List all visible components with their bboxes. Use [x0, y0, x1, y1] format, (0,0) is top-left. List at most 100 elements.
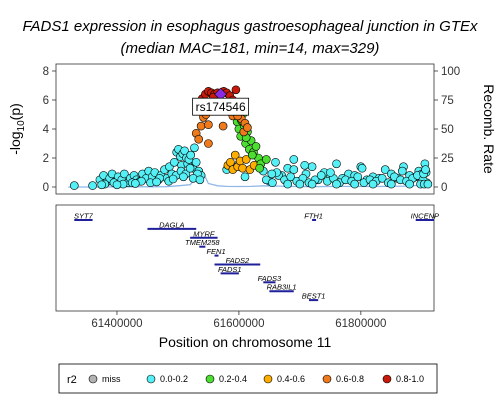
data-point-r2-0.0-0.2: [97, 180, 106, 190]
data-point-r2-0.0-0.2: [332, 159, 341, 169]
data-point-r2-0.0-0.2: [423, 179, 433, 189]
data-point-r2-0.2-0.4: [248, 150, 257, 160]
data-point-r2-0.0-0.2: [240, 172, 250, 182]
data-point-r2-0.6-0.8: [218, 121, 228, 131]
data-point-r2-0.0-0.2: [267, 169, 277, 179]
data-point-r2-0.0-0.2: [397, 166, 407, 176]
data-point-r2-0.0-0.2: [168, 174, 178, 184]
x-axis-label: Position on chromosome 11: [159, 334, 332, 350]
gene-label: FADS3: [258, 274, 282, 283]
data-point-r2-0.0-0.2: [289, 165, 299, 174]
data-point-r2-0.0-0.2: [300, 161, 310, 170]
data-point-r2-0.0-0.2: [332, 179, 341, 189]
data-point-r2-0.0-0.2: [357, 163, 367, 173]
left-y-tick-label: 4: [43, 124, 50, 136]
data-point-r2-0.0-0.2: [88, 181, 97, 190]
data-point-r2-0.0-0.2: [185, 163, 195, 173]
legend-swatch: [322, 374, 332, 384]
data-point-r2-0.6-0.8: [204, 139, 213, 148]
x-tick-label: 61400000: [91, 318, 142, 330]
gene-label: BEST1: [302, 292, 326, 301]
data-point-r2-0.4-0.6: [238, 163, 247, 173]
left-y-label-tail: (p): [7, 103, 23, 120]
gene-label: FTH1: [304, 212, 323, 221]
left-y-tick-label: 6: [43, 95, 49, 107]
right-y-tick-label: 50: [441, 124, 454, 136]
data-point-r2-0.0-0.2: [286, 172, 296, 182]
legend-title: r2: [67, 374, 77, 386]
data-point-r2-0.0-0.2: [368, 179, 378, 189]
gene-label: FADS1: [218, 265, 242, 274]
left-y-ticks: 0 2 4 6 8: [43, 66, 56, 194]
data-point-r2-0.0-0.2: [186, 150, 195, 160]
data-point-r2-0.6-0.8: [194, 134, 203, 144]
data-point-r2-0.0-0.2: [405, 179, 414, 189]
data-point-r2-0.8-1.0: [231, 85, 241, 95]
legend-label: 0.6-0.8: [336, 374, 364, 384]
data-point-r2-0.4-0.6: [241, 155, 251, 164]
lead-snp-label: rs174546: [196, 100, 246, 114]
data-point-r2-0.0-0.2: [131, 179, 140, 188]
data-point-r2-0.0-0.2: [316, 171, 326, 180]
gene-label: SYT7: [74, 212, 94, 221]
data-point-r2-0.6-0.8: [243, 123, 252, 132]
data-point-r2-0.2-0.4: [261, 155, 271, 164]
data-point-r2-0.0-0.2: [112, 180, 122, 190]
data-point-r2-0.0-0.2: [295, 179, 305, 189]
left-y-tick-label: 8: [43, 66, 49, 78]
data-point-r2-0.0-0.2: [191, 158, 201, 167]
data-point-r2-0.0-0.2: [195, 175, 205, 185]
right-y-tick-label: 0: [441, 182, 447, 194]
data-point-r2-0.0-0.2: [179, 172, 188, 182]
data-point-r2-0.6-0.8: [196, 121, 206, 131]
x-tick-label: 61600000: [213, 318, 264, 330]
data-point-r2-0.0-0.2: [380, 165, 390, 174]
x-tick-label: 61800000: [335, 318, 386, 330]
gene-label: INCENP: [411, 212, 439, 221]
data-point-r2-0.0-0.2: [421, 165, 430, 174]
data-point-r2-0.0-0.2: [307, 162, 317, 171]
data-point-r2-0.2-0.4: [255, 163, 264, 173]
legend-label: 0.4-0.6: [277, 374, 305, 384]
gene-label: DAGLA: [159, 220, 184, 229]
legend-swatch: [205, 374, 215, 384]
data-point-r2-0.0-0.2: [271, 158, 280, 167]
gene-label: TMEM258: [185, 238, 220, 247]
left-y-label-main: -log: [7, 131, 23, 154]
data-point-r2-0.0-0.2: [353, 172, 363, 182]
gene-label: FEN1: [206, 247, 225, 256]
data-point-r2-0.2-0.4: [251, 142, 261, 151]
left-y-axis-label: -log10(p): [7, 103, 27, 155]
legend-label: 0.8-1.0: [396, 374, 424, 384]
legend-swatch: [88, 374, 98, 384]
data-point-r2-0.0-0.2: [307, 179, 317, 189]
data-point-r2-0.0-0.2: [70, 181, 79, 190]
left-y-tick-label: 0: [43, 182, 49, 194]
data-point-r2-0.6-0.8: [204, 120, 213, 129]
legend-label: 0.2-0.4: [219, 374, 247, 384]
gene-label: RAB3IL1: [267, 283, 297, 292]
gene-panel-frame: [55, 204, 435, 312]
data-point-r2-0.4-0.6: [226, 158, 235, 167]
right-y-axis-label: Recomb. Rate: [481, 84, 497, 174]
right-y-ticks: 0 25 50 75 100: [434, 66, 460, 194]
data-point-r2-0.0-0.2: [170, 158, 179, 167]
lead-snp-label-box: [192, 97, 250, 116]
data-point-r2-0.0-0.2: [283, 179, 293, 189]
lead-snp-marker: rs174546: [192, 87, 250, 116]
data-point-r2-0.0-0.2: [152, 177, 161, 187]
left-y-label-sub: 10: [16, 120, 27, 132]
legend-entries: miss 0.0-0.2 0.2-0.4 0.4-0.6 0.6-0.8 0.8-1.0: [88, 374, 424, 384]
legend-label: 0.0-0.2: [160, 374, 188, 384]
right-y-tick-label: 100: [441, 66, 460, 78]
data-point-r2-0.0-0.2: [120, 169, 129, 179]
left-y-tick-label: 2: [43, 153, 49, 165]
data-point-r2-0.0-0.2: [190, 143, 199, 153]
right-y-tick-label: 75: [441, 95, 454, 107]
x-axis-ticks: 61400000 61600000 61800000: [91, 311, 386, 330]
legend-swatch: [146, 374, 156, 384]
gene-label: FADS2: [226, 256, 250, 265]
data-point-r2-0.0-0.2: [377, 174, 387, 183]
data-point-r2-0.0-0.2: [386, 179, 396, 189]
